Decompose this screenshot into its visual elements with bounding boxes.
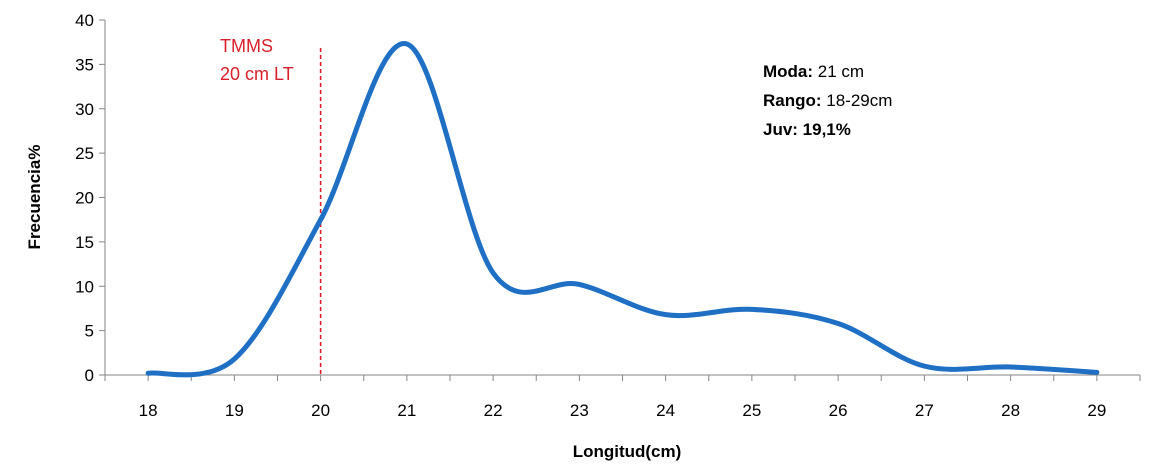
x-tick-label: 19 (225, 401, 244, 420)
y-axis-title: Frecuencia% (25, 145, 44, 250)
x-tick-label: 21 (397, 401, 416, 420)
annotation-value: 21 cm (813, 62, 864, 81)
y-tick-label: 30 (75, 100, 94, 119)
tmms-label-line: 20 cm LT (220, 64, 294, 84)
y-tick-label: 15 (75, 233, 94, 252)
y-tick-label: 20 (75, 189, 94, 208)
axes: 0 5 10 15 20 25 30 35 40 18 19 20 21 22 23 24 25 26 27 28 29 (75, 11, 1141, 420)
annotation-line: Moda: 21 cm (763, 62, 864, 81)
annotation-label: Rango: (763, 91, 822, 110)
annotation-label: Moda: (763, 62, 813, 81)
x-tick-label: 24 (656, 401, 675, 420)
y-tick-label: 40 (75, 11, 94, 30)
series-layer (145, 41, 1100, 378)
x-tick-label: 26 (829, 401, 848, 420)
tmms-reference: TMMS 20 cm LT (220, 36, 322, 375)
y-tick-label: 35 (75, 55, 94, 74)
y-tick-label: 0 (85, 366, 94, 385)
x-tick-label: 25 (742, 401, 761, 420)
x-tick-label: 23 (570, 401, 589, 420)
series-line (145, 41, 1100, 378)
x-tick-label: 18 (139, 401, 158, 420)
y-tick-label: 10 (75, 277, 94, 296)
annotation-value: 18-29cm (822, 91, 893, 110)
x-tick-label: 28 (1001, 401, 1020, 420)
annotation-label: Juv: 19,1% (763, 120, 851, 139)
summary-annotation: Moda: 21 cm Rango: 18-29cm Juv: 19,1% (763, 62, 892, 139)
annotation-line: Rango: 18-29cm (763, 91, 892, 110)
annotation-line: Juv: 19,1% (763, 120, 851, 139)
y-tick-label: 5 (85, 322, 94, 341)
x-tick-label: 27 (915, 401, 934, 420)
x-tick-label: 22 (484, 401, 503, 420)
x-tick-label: 29 (1087, 401, 1106, 420)
tmms-label-line: TMMS (220, 36, 273, 56)
x-tick-label: 20 (311, 401, 330, 420)
y-tick-label: 25 (75, 144, 94, 163)
x-axis-title: Longitud(cm) (573, 442, 682, 461)
